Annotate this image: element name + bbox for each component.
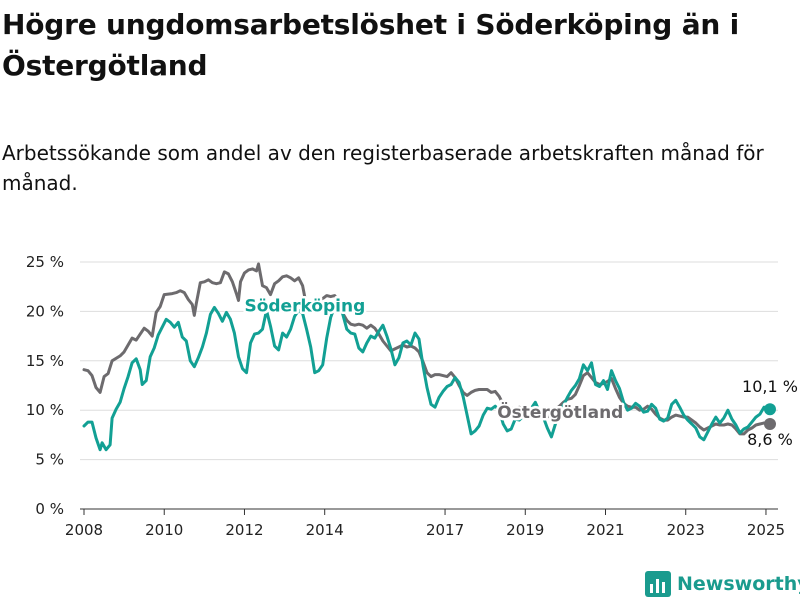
- x-tick-label: 2010: [145, 521, 183, 539]
- series-label-halo: Söderköping: [244, 296, 365, 316]
- y-tick-label: 0 %: [35, 500, 64, 518]
- x-tick-label: 2025: [747, 521, 785, 539]
- y-tick-label: 25 %: [26, 253, 64, 271]
- y-tick-label: 10 %: [26, 401, 64, 419]
- y-tick-label: 20 %: [26, 302, 64, 320]
- y-tick-label: 5 %: [35, 451, 64, 469]
- end-point-s-derk-ping: [763, 403, 776, 416]
- series-labels: ÖstergötlandÖstergötlandSöderköpingSöder…: [242, 294, 798, 449]
- x-tick-label: 2017: [426, 521, 464, 539]
- end-value-label: 8,6 %: [747, 430, 793, 449]
- y-tick-label: 15 %: [26, 352, 64, 370]
- y-axis: 0 % 5 % 10 % 15 % 20 % 25 %: [26, 253, 64, 518]
- brand-name: Newsworthy: [677, 573, 800, 595]
- x-tick-label: 2008: [65, 521, 103, 539]
- series-label--sterg-tland: Östergötland: [497, 401, 623, 423]
- brand[interactable]: Newsworthy: [645, 568, 800, 600]
- chart-title: Högre ungdomsarbetslöshet i Söderköping …: [2, 8, 740, 82]
- series-label-s-derk-ping: Söderköping: [244, 296, 365, 316]
- x-tick-label: 2014: [306, 521, 344, 539]
- x-tick-label: 2019: [506, 521, 544, 539]
- chart-subtitle: Arbetssökande som andel av den registerb…: [2, 141, 764, 195]
- newsworthy-logo-icon: [645, 571, 671, 597]
- series-label-halo: Östergötland: [497, 401, 623, 423]
- series-line-s-derk-ping: [82, 302, 772, 452]
- end-point--sterg-tland: [763, 418, 776, 431]
- grid-lines: [80, 261, 778, 510]
- x-tick-label: 2023: [667, 521, 705, 539]
- x-tick-label: 2012: [225, 521, 263, 539]
- series-group: [82, 262, 776, 452]
- end-value-label: 10,1 %: [742, 377, 798, 396]
- x-axis: 2008 2010 2012 2014 2017 2019 2021 2023 2025: [65, 509, 785, 539]
- x-tick-label: 2021: [586, 521, 624, 539]
